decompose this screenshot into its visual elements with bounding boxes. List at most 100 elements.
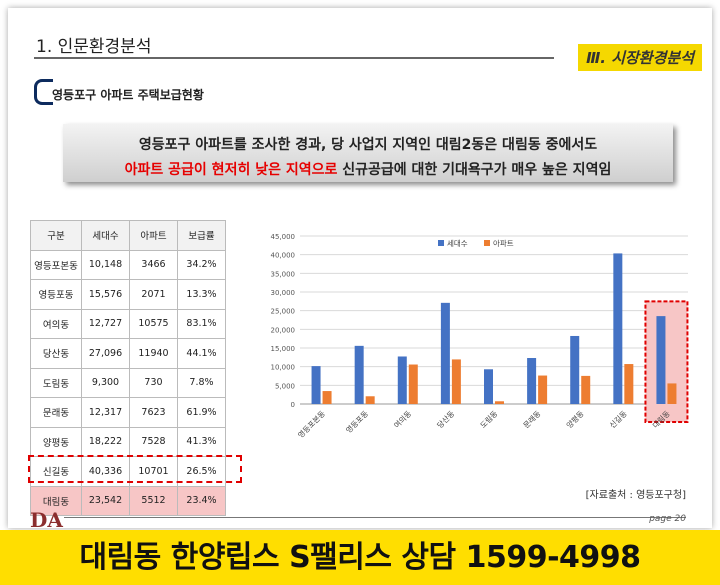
table-cell: 18,222 — [81, 426, 130, 457]
table-cell: 여의동 — [30, 308, 82, 339]
x-tick-label: 영등포동 — [343, 408, 370, 435]
y-tick-label: 35,000 — [271, 270, 296, 278]
table-header: 보급률 — [177, 220, 226, 251]
source-note: [자료출처 : 영등포구청] — [585, 490, 686, 501]
bar-households — [354, 345, 364, 404]
table-cell: 7528 — [129, 426, 178, 457]
table-cell: 27,096 — [81, 338, 130, 369]
bar-apartments — [408, 364, 418, 404]
bar-households — [656, 316, 666, 404]
banner-highlight: 아파트 공급이 현저히 낮은 지역으로 — [124, 162, 338, 178]
table-highlight-box — [28, 455, 242, 483]
table-cell: 7.8% — [177, 367, 226, 398]
table-cell: 61.9% — [177, 397, 226, 428]
x-tick-label: 양평동 — [564, 408, 586, 430]
banner-rest: 신규공급에 대한 기대욕구가 매우 높은 지역임 — [337, 162, 612, 178]
bar-households — [440, 302, 450, 404]
bar-households — [613, 253, 623, 404]
page-number: page 20 — [649, 514, 686, 524]
y-tick-label: 15,000 — [271, 345, 296, 353]
bar-households — [570, 335, 580, 404]
table-cell: 11940 — [129, 338, 178, 369]
table-cell: 7623 — [129, 397, 178, 428]
table-cell: 12,727 — [81, 308, 130, 339]
contact-banner: 대림동 한양립스 S팰리스 상담 1599-4998 — [0, 530, 720, 585]
footer-divider — [64, 517, 686, 518]
x-tick-label: 문래동 — [522, 409, 543, 430]
bar-apartments — [581, 375, 591, 404]
bracket-icon — [34, 79, 53, 105]
table-row: 양평동 18,222 7528 41.3% — [30, 426, 226, 457]
table-cell: 41.3% — [177, 426, 226, 457]
table-cell: 영등포동 — [30, 279, 82, 310]
y-tick-label: 10,000 — [271, 364, 296, 372]
table-cell: 5512 — [129, 485, 178, 516]
bar-households — [484, 369, 493, 404]
logo-mark: DA — [30, 508, 63, 532]
bar-households — [311, 366, 321, 404]
bar-apartments — [538, 375, 548, 404]
table-cell: 15,576 — [81, 279, 130, 310]
table-cell: 44.1% — [177, 338, 226, 369]
table-row: 여의동 12,727 10575 83.1% — [30, 308, 226, 339]
table-cell: 영등포본동 — [30, 249, 82, 280]
table-cell: 도림동 — [30, 367, 82, 398]
table-row: 당산동 27,096 11940 44.1% — [30, 338, 226, 369]
bar-households — [527, 358, 537, 404]
table-cell: 문래동 — [30, 397, 82, 428]
bar-apartments — [624, 364, 634, 404]
table-header-row: 구분 세대수 아파트 보급률 — [30, 220, 226, 251]
banner-line1: 영등포구 아파트를 조사한 경과, 당 사업지 지역인 대림2동은 대림동 중에… — [138, 137, 598, 153]
table-cell: 당산동 — [30, 338, 82, 369]
legend-label: 아파트 — [493, 238, 514, 248]
title-underline — [34, 57, 554, 59]
bar-apartments — [365, 396, 375, 404]
bar-apartments — [667, 383, 677, 404]
bar-apartments — [451, 359, 461, 404]
x-tick-label: 도림동 — [478, 409, 499, 430]
table-cell: 3466 — [129, 249, 178, 280]
y-tick-label: 20,000 — [271, 326, 296, 334]
table-header: 구분 — [30, 220, 82, 251]
table-cell: 12,317 — [81, 397, 130, 428]
y-tick-label: 40,000 — [271, 252, 296, 260]
banner-line2: 아파트 공급이 현저히 낮은 지역으로 신규공급에 대한 기대욕구가 매우 높은… — [63, 159, 673, 179]
subtitle: 영등포구 아파트 주택보급현황 — [52, 88, 204, 102]
legend-swatch — [438, 240, 444, 246]
table-cell: 83.1% — [177, 308, 226, 339]
table-cell: 10575 — [129, 308, 178, 339]
section-title: 1. 인문환경분석 — [36, 37, 152, 57]
supply-table: 구분 세대수 아파트 보급률 영등포본동 10,148 3466 34.2% 영등포동… — [30, 220, 226, 516]
table-cell: 대림동 — [30, 485, 82, 516]
table-row: 문래동 12,317 7623 61.9% — [30, 397, 226, 428]
x-tick-label: 신길동 — [608, 409, 629, 430]
section-badge: Ⅲ. 시장환경분석 — [578, 44, 702, 71]
table-cell: 2071 — [129, 279, 178, 310]
bar-households — [397, 356, 407, 404]
x-tick-label: 영등포본동 — [296, 408, 328, 440]
table-row: 영등포본동 10,148 3466 34.2% — [30, 249, 226, 280]
table-cell: 23,542 — [81, 485, 130, 516]
table-cell: 23.4% — [177, 485, 226, 516]
y-tick-label: 45,000 — [271, 233, 296, 241]
table-row: 영등포동 15,576 2071 13.3% — [30, 279, 226, 310]
bar-apartments — [322, 391, 332, 404]
table-header: 세대수 — [81, 220, 130, 251]
table-cell: 34.2% — [177, 249, 226, 280]
legend-swatch — [484, 240, 490, 246]
x-tick-label: 여의동 — [391, 408, 413, 430]
y-tick-label: 25,000 — [271, 308, 296, 316]
table-cell: 양평동 — [30, 426, 82, 457]
legend-label: 세대수 — [447, 239, 468, 248]
household-apartment-bar-chart: 0 5,000 10,000 15,000 20,000 25,000 30,000 35,0… — [271, 233, 689, 440]
table-row: 도림동 9,300 730 7.8% — [30, 367, 226, 398]
y-tick-label: 0 — [291, 401, 295, 409]
bar-apartments — [495, 401, 504, 404]
table-cell: 730 — [129, 367, 178, 398]
table-row-highlighted: 대림동 23,542 5512 23.4% — [30, 485, 226, 516]
summary-banner: 영등포구 아파트를 조사한 경과, 당 사업지 지역인 대림2동은 대림동 중에… — [63, 124, 673, 182]
y-tick-label: 30,000 — [271, 289, 296, 297]
x-tick-label: 당산동 — [435, 408, 457, 430]
chart-highlight-box — [644, 300, 689, 423]
table-cell: 10,148 — [81, 249, 130, 280]
